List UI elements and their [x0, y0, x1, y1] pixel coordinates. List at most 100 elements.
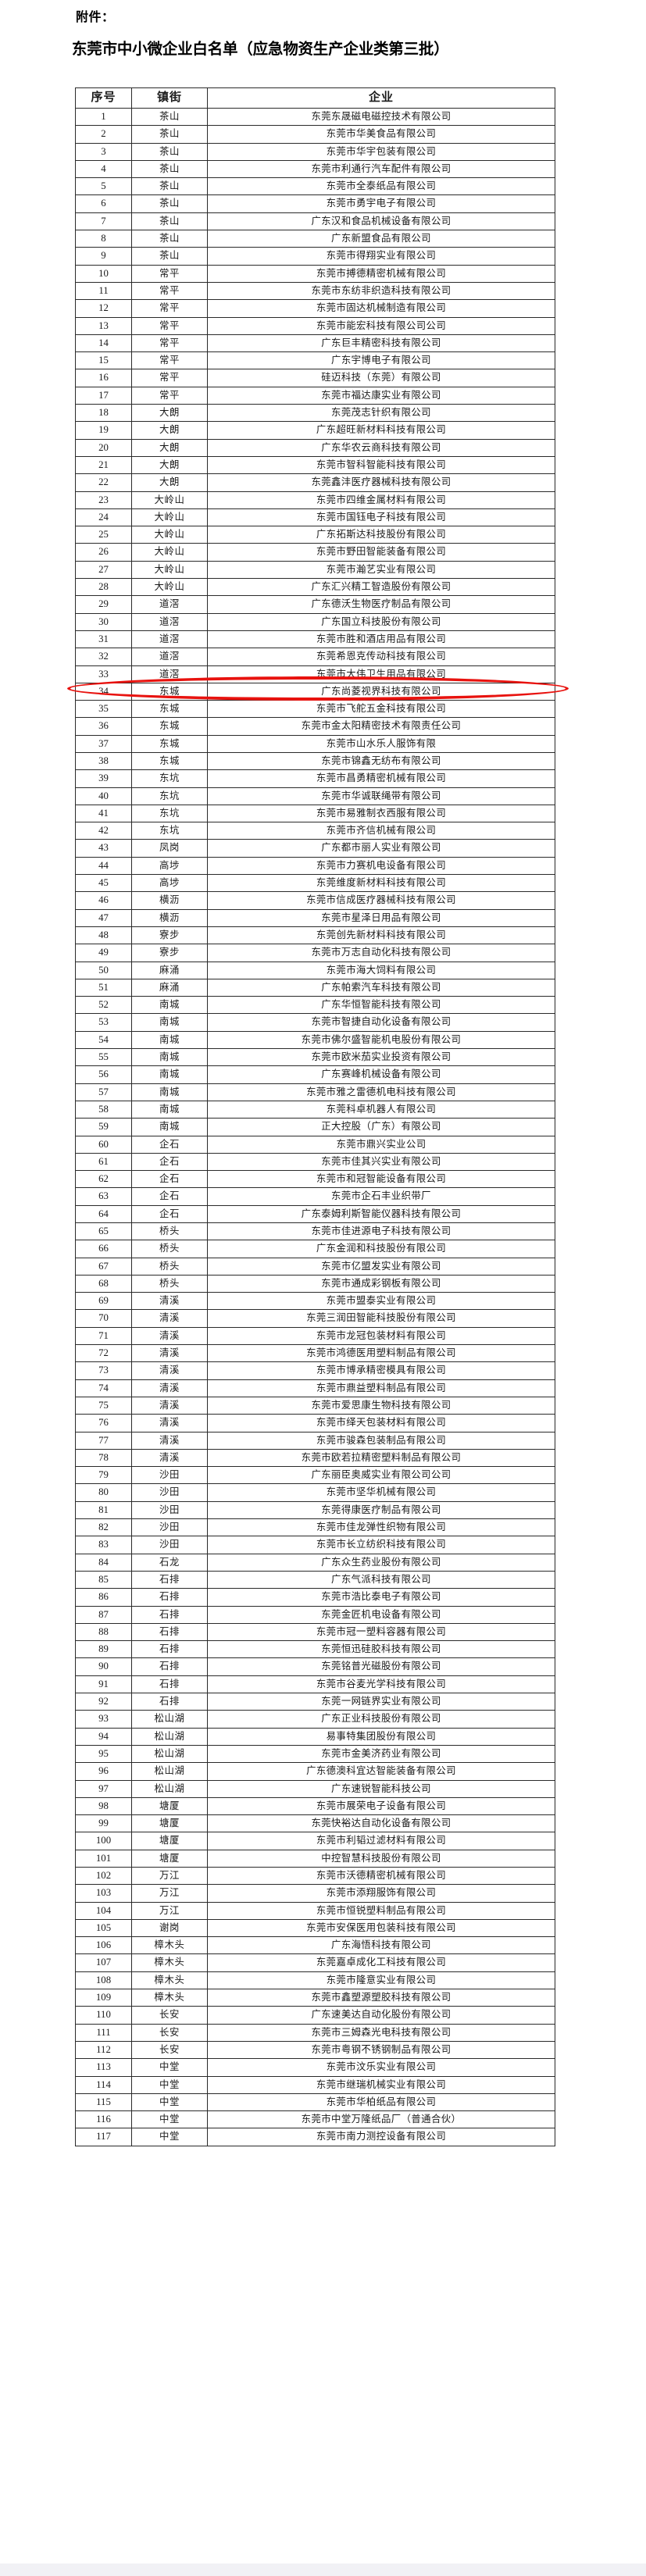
cell-town: 长安	[131, 2023, 208, 2042]
cell-town: 沙田	[131, 1483, 208, 1502]
cell-town: 东城	[131, 700, 208, 719]
cell-company: 东莞市添翔服饰有限公司	[207, 1884, 555, 1903]
cell-company: 东莞市四维金属材料有限公司	[207, 491, 555, 509]
table-row: 43 凤岗 广东都市丽人实业有限公司	[75, 839, 555, 858]
cell-town: 东坑	[131, 787, 208, 805]
table-row: 89 石排 东莞恒迅硅胶科技有限公司	[75, 1640, 555, 1659]
cell-company: 东莞市星泽日用品有限公司	[207, 908, 555, 927]
cell-town: 桥头	[131, 1274, 208, 1293]
table-row: 47 横沥 东莞市星泽日用品有限公司	[75, 908, 555, 927]
cell-index: 76	[75, 1414, 132, 1432]
cell-town: 桥头	[131, 1257, 208, 1276]
cell-company: 东莞市鼎益塑料制品有限公司	[207, 1379, 555, 1397]
table-row: 104 万江 东莞市恒锐塑料制品有限公司	[75, 1901, 555, 1920]
cell-town: 大朗	[131, 455, 208, 475]
cell-town: 清溪	[131, 1379, 208, 1397]
cell-town: 道滘	[131, 630, 208, 649]
cell-town: 大岭山	[131, 578, 208, 597]
table-header: 序号 镇街 企业	[75, 87, 555, 109]
cell-index: 50	[75, 961, 132, 979]
cell-company: 广东宇博电子有限公司	[207, 351, 555, 370]
cell-company: 东莞恒迅硅胶科技有限公司	[207, 1640, 555, 1659]
cell-company: 东莞市佳其兴实业有限公司	[207, 1152, 555, 1172]
cell-company: 东莞市华宇包装有限公司	[207, 142, 555, 161]
table-row: 74 清溪 东莞市鼎益塑料制品有限公司	[75, 1379, 555, 1397]
table-row: 50 麻涌 东莞市海大饲料有限公司	[75, 961, 555, 979]
cell-town: 中堂	[131, 2128, 208, 2146]
cell-company: 东莞市得翔实业有限公司	[207, 247, 555, 266]
table-row: 80 沙田 东莞市坚华机械有限公司	[75, 1483, 555, 1502]
cell-index: 73	[75, 1361, 132, 1380]
cell-company: 东莞市通成彩钢板有限公司	[207, 1274, 555, 1293]
cell-town: 塘厦	[131, 1814, 208, 1833]
table-row: 93 松山湖 广东正业科技股份有限公司	[75, 1710, 555, 1729]
cell-company: 东莞市继瑞机械实业有限公司	[207, 2075, 555, 2094]
cell-town: 东城	[131, 717, 208, 736]
cell-index: 60	[75, 1135, 132, 1154]
cell-index: 20	[75, 438, 132, 457]
cell-company: 东莞市东纺非织造科技有限公司	[207, 281, 555, 301]
cell-town: 麻涌	[131, 961, 208, 979]
cell-company: 东莞科卓机器人有限公司	[207, 1100, 555, 1119]
table-row: 59 南城 正大控股（广东）有限公司	[75, 1118, 555, 1136]
table-row: 106 樟木头 广东海悟科技有限公司	[75, 1936, 555, 1955]
cell-company: 东莞市鑫塑源塑胶科技有限公司	[207, 1989, 555, 2007]
cell-index: 69	[75, 1292, 132, 1311]
cell-company: 东莞市企石丰业织带厂	[207, 1187, 555, 1206]
cell-company: 东莞三润田智能科技股份有限公司	[207, 1309, 555, 1328]
table-row: 44 高埗 东莞市力赛机电设备有限公司	[75, 856, 555, 876]
cell-town: 石排	[131, 1605, 208, 1624]
cell-index: 97	[75, 1779, 132, 1798]
cell-index: 17	[75, 386, 132, 405]
cell-company: 东莞市博承精密模具有限公司	[207, 1361, 555, 1380]
page-title: 东莞市中小微企业白名单（应急物资生产企业类第三批）	[72, 41, 449, 58]
cell-index: 62	[75, 1170, 132, 1189]
table-row: 13 常平 东莞市能宏科技有限公司公司	[75, 316, 555, 335]
cell-company: 东莞市华柏纸品有限公司	[207, 2093, 555, 2112]
cell-index: 39	[75, 769, 132, 788]
table-row: 25 大岭山 广东拓斯达科技股份有限公司	[75, 526, 555, 544]
cell-town: 沙田	[131, 1466, 208, 1485]
cell-company: 东莞市大伟卫生用品有限公司	[207, 665, 555, 683]
cell-company: 东莞市恒锐塑料制品有限公司	[207, 1901, 555, 1920]
cell-town: 桥头	[131, 1222, 208, 1241]
cell-index: 107	[75, 1953, 132, 1972]
cell-index: 35	[75, 700, 132, 719]
cell-town: 清溪	[131, 1396, 208, 1415]
table-row: 64 企石 广东泰姆利斯智能仪器科技有限公司	[75, 1204, 555, 1224]
table-row: 75 清溪 东莞市爱思康生物科技有限公司	[75, 1396, 555, 1415]
cell-town: 东坑	[131, 822, 208, 840]
cell-town: 南城	[131, 1100, 208, 1119]
cell-town: 东城	[131, 734, 208, 753]
cell-index: 93	[75, 1710, 132, 1729]
table-row: 82 沙田 东莞市佳龙弹性织物有限公司	[75, 1518, 555, 1537]
table-row: 112 长安 东莞市粤钢不锈钢制品有限公司	[75, 2040, 555, 2060]
cell-town: 樟木头	[131, 1989, 208, 2007]
cell-town: 南城	[131, 1118, 208, 1136]
cell-company: 广东德沃生物医疗制品有限公司	[207, 595, 555, 614]
table-row: 60 企石 东莞市鼎兴实业公司	[75, 1135, 555, 1154]
cell-company: 广东汉和食品机械设备有限公司	[207, 212, 555, 231]
cell-company: 东莞市山水乐人服饰有限	[207, 734, 555, 753]
table-row: 28 大岭山 广东汇兴精工智造股份有限公司	[75, 578, 555, 597]
table-row: 67 桥头 东莞市亿盟发实业有限公司	[75, 1257, 555, 1276]
cell-index: 100	[75, 1832, 132, 1850]
cell-index: 42	[75, 822, 132, 840]
table-row: 56 南城 广东赛峰机械设备有限公司	[75, 1065, 555, 1084]
cell-index: 82	[75, 1518, 132, 1537]
cell-company: 东莞市佳龙弹性织物有限公司	[207, 1518, 555, 1537]
whitelist-table: 序号 镇街 企业 1 茶山 东莞东晟磁电磁控技术有限公司 2 茶山 东莞市华美食品有限公司…	[75, 87, 555, 2146]
cell-town: 沙田	[131, 1536, 208, 1554]
cell-company: 中控智慧科技股份有限公司	[207, 1849, 555, 1868]
cell-index: 98	[75, 1796, 132, 1816]
cell-company: 东莞市智捷自动化设备有限公司	[207, 1013, 555, 1032]
cell-company: 东莞市南力测控设备有限公司	[207, 2128, 555, 2146]
cell-company: 东莞市绎天包装材料有限公司	[207, 1414, 555, 1432]
cell-company: 东莞市金太阳精密技术有限责任公司	[207, 717, 555, 736]
cell-index: 110	[75, 2006, 132, 2025]
cell-company: 东莞市谷麦光学科技有限公司	[207, 1675, 555, 1694]
table-row: 81 沙田 东莞得康医疗制品有限公司	[75, 1500, 555, 1520]
cell-town: 清溪	[131, 1326, 208, 1346]
cell-index: 38	[75, 751, 132, 771]
